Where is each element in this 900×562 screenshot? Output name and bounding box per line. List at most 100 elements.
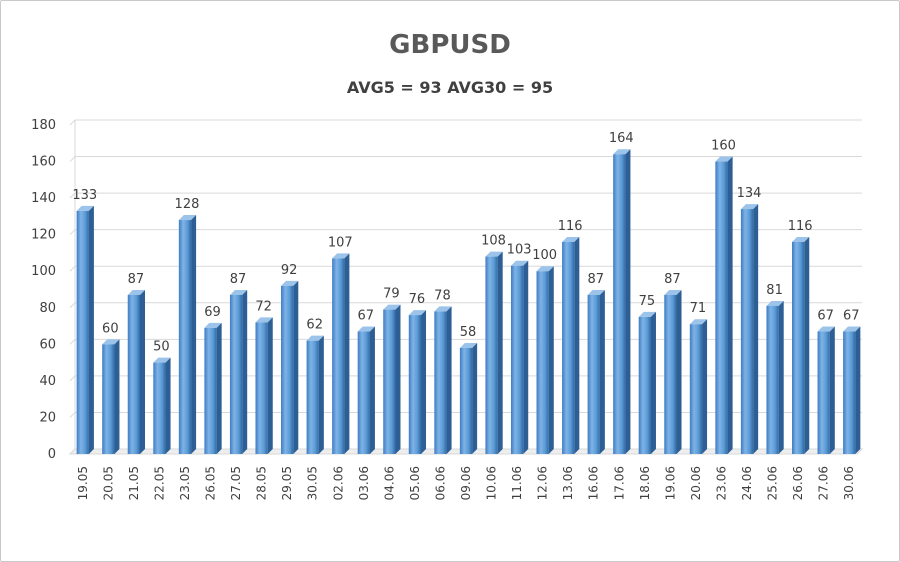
- bar-side: [191, 215, 197, 454]
- data-label: 67: [843, 309, 860, 324]
- x-tick-label: 23.05: [178, 466, 192, 500]
- bar-top: [178, 215, 197, 221]
- x-axis: 19.05 20.05 21.05 22.05 23.05 26.05 27.05 28.05…: [76, 466, 856, 500]
- bars: [76, 149, 861, 455]
- bar-side: [472, 342, 478, 454]
- bar-top: [638, 311, 656, 317]
- y-tick-label: 80: [39, 301, 56, 316]
- bar: [281, 285, 294, 454]
- bar-top: [434, 306, 452, 312]
- bar: [178, 220, 192, 454]
- data-label: 134: [737, 186, 762, 201]
- bar-side: [523, 260, 529, 454]
- bar-top: [766, 300, 784, 306]
- bar-side: [242, 289, 248, 454]
- data-label: 133: [72, 188, 97, 203]
- bar-side: [753, 204, 759, 454]
- data-label: 87: [664, 272, 681, 287]
- bar: [306, 340, 319, 454]
- bar: [459, 347, 473, 454]
- y-tick-label: 160: [31, 155, 56, 170]
- bar-side: [778, 300, 784, 454]
- bar-side: [804, 236, 810, 454]
- data-label: 50: [153, 340, 170, 355]
- bar: [562, 241, 575, 454]
- bar: [408, 315, 422, 454]
- data-label: 78: [434, 288, 451, 303]
- bar-side: [702, 319, 708, 454]
- x-tick-label: 11.06: [510, 466, 524, 500]
- x-tick-label: 25.06: [766, 466, 780, 500]
- bar-top: [281, 280, 299, 286]
- bar: [587, 294, 600, 454]
- x-tick-label: 05.06: [408, 466, 422, 500]
- bar-top: [332, 253, 350, 259]
- bar: [791, 241, 805, 454]
- x-tick-label: 09.06: [459, 466, 473, 500]
- x-tick-label: 20.06: [689, 466, 703, 500]
- x-tick-label: 12.06: [536, 466, 550, 500]
- gridline-diag: [69, 412, 76, 418]
- bar-side: [421, 310, 427, 454]
- bar-top: [562, 236, 580, 242]
- bar: [255, 322, 268, 454]
- bar-side: [446, 306, 452, 454]
- bar-side: [727, 156, 733, 455]
- bar-side: [548, 266, 554, 454]
- data-label: 87: [230, 272, 247, 287]
- x-tick-label: 17.06: [612, 466, 626, 500]
- bar: [485, 256, 498, 454]
- x-tick-label: 28.05: [255, 466, 269, 500]
- chart-title: GBPUSD: [389, 30, 511, 60]
- bar-top: [485, 251, 503, 257]
- bar: [127, 294, 141, 454]
- bar-top: [715, 156, 733, 162]
- data-label: 87: [128, 272, 145, 287]
- bar-side: [114, 339, 120, 454]
- bar-top: [229, 289, 248, 295]
- x-tick-label: 22.05: [152, 466, 166, 500]
- bar-top: [613, 149, 631, 155]
- data-label: 67: [358, 309, 375, 324]
- gridline-diag: [69, 192, 76, 199]
- bar: [766, 305, 779, 454]
- data-label: 87: [587, 272, 604, 287]
- data-label: 62: [306, 318, 323, 333]
- bar: [817, 331, 830, 454]
- bar-side: [216, 322, 222, 454]
- y-tick-label: 120: [31, 228, 56, 243]
- bar-top: [510, 260, 529, 266]
- x-tick-label: 23.06: [714, 466, 728, 500]
- y-axis: 0 20 40 60 80 100 120 140 160 180: [31, 118, 56, 462]
- bar-top: [791, 236, 810, 242]
- data-label: 160: [711, 139, 736, 154]
- bar-top: [357, 326, 375, 332]
- gridline-diag: [69, 302, 76, 309]
- data-label: 116: [558, 219, 583, 234]
- bar: [76, 210, 89, 454]
- bar: [510, 265, 524, 454]
- x-tick-label: 29.05: [280, 466, 294, 500]
- data-label: 116: [788, 219, 813, 234]
- data-label: 100: [532, 248, 557, 263]
- y-tick-label: 140: [31, 191, 56, 206]
- data-label: 79: [383, 287, 400, 302]
- x-tick-label: 27.06: [817, 466, 831, 500]
- data-label: 103: [507, 243, 532, 258]
- bar-top: [255, 317, 273, 323]
- bar: [638, 316, 651, 454]
- data-label: 67: [817, 309, 834, 324]
- data-label: 164: [609, 131, 634, 146]
- x-tick-label: 02.06: [331, 466, 345, 500]
- bar-side: [650, 311, 656, 454]
- bar-top: [536, 266, 554, 272]
- gridline-diag: [69, 265, 76, 272]
- bar-top: [817, 326, 835, 332]
- bar: [383, 309, 396, 454]
- x-tick-label: 10.06: [485, 466, 499, 500]
- data-label: 76: [409, 292, 426, 307]
- bar-top: [459, 342, 478, 348]
- x-tick-label: 04.06: [382, 466, 396, 500]
- data-label: 92: [281, 263, 298, 278]
- bar-side: [140, 289, 146, 454]
